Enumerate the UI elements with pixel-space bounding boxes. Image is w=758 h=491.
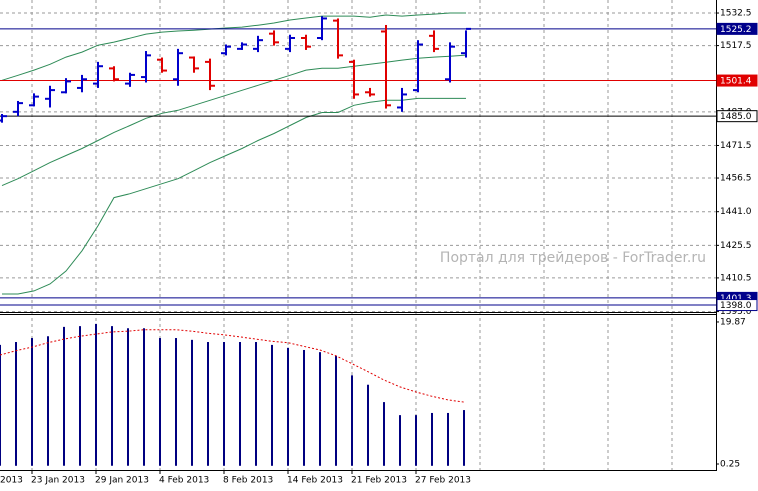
grid [0,0,716,470]
level-label-box [716,22,758,35]
y-tick-label: 1532.5 [720,9,752,19]
x-tick-label: 14 Feb 2013 [287,476,343,486]
x-tick-label: 23 Jan 2013 [31,476,85,486]
y-tick-label: 1425.5 [720,241,752,251]
x-tick-label: 8 Feb 2013 [223,476,273,486]
plot: Портал для трейдеров - ForTrader.ru [0,12,716,466]
y-tick-label: 19.87 [720,317,746,327]
y-tick-label: 1441.0 [720,207,752,217]
level-label: 1485.0 [720,112,752,122]
y-tick-label: 0.25 [720,459,740,469]
band-line [1,54,467,187]
x-tick-label: 29 Jan 2013 [95,476,149,486]
level-label-box [716,299,758,312]
axis: 1532.51517.51487.01471.51456.51441.01425… [0,9,758,486]
level-label-box [716,74,758,87]
level-label: 1525.2 [720,25,752,35]
y-tick-label: 1517.5 [720,41,752,51]
level-label: 1501.4 [720,77,752,87]
x-tick-label: 4 Feb 2013 [159,476,209,486]
x-tick-label: 27 Feb 2013 [415,476,471,486]
level-label: 1398.0 [720,301,752,311]
band-line [1,12,466,81]
y-tick-label: 1395.0 [720,307,752,317]
y-tick-label: 1410.5 [720,273,752,283]
level-label-box [716,110,758,123]
level-label: 1401.3 [720,294,752,304]
band-line [2,97,466,295]
x-tick-label: 21 Feb 2013 [351,476,407,486]
signal-line [0,329,465,403]
watermark: Портал для трейдеров - ForTrader.ru [440,250,706,266]
y-tick-label: 1456.5 [720,174,752,184]
y-tick-label: 1471.5 [720,141,752,151]
x-tick-label: 2013 [0,476,23,486]
